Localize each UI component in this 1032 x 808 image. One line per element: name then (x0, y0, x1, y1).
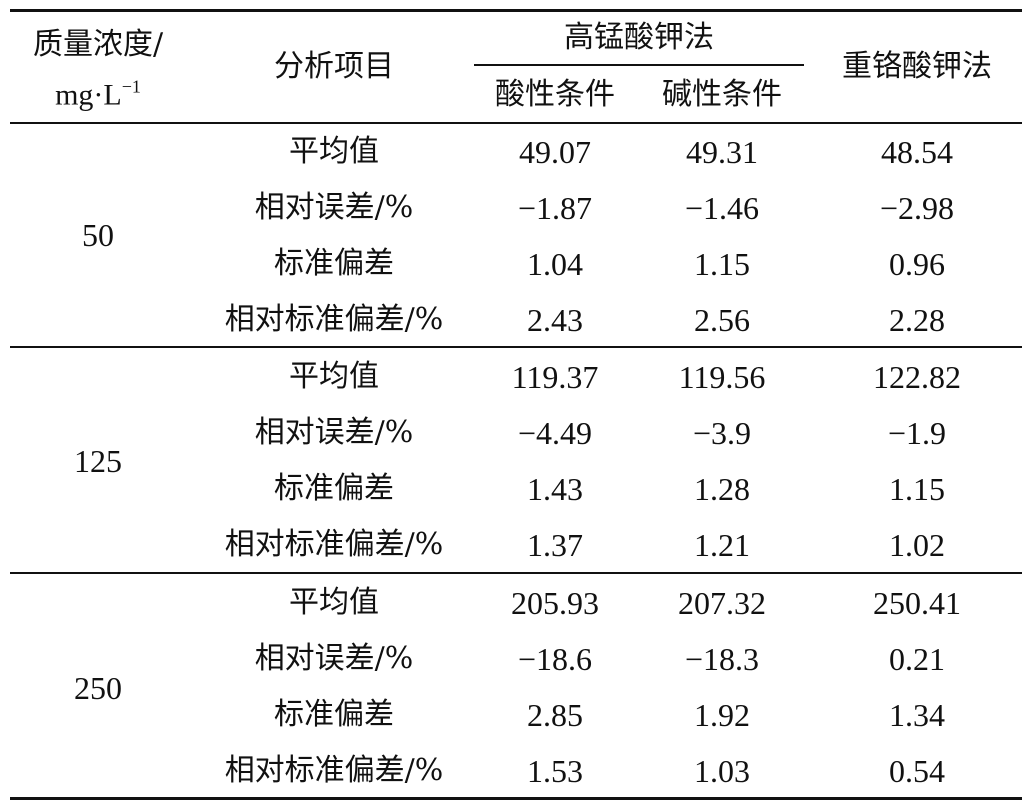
header-permanganate-method: 高锰酸钾法 (564, 20, 714, 55)
dichromate-value-cell: 122.82 (873, 359, 961, 395)
dichromate-value-cell: 0.21 (889, 641, 945, 677)
dichromate-value-cell: 1.15 (889, 471, 945, 507)
alkaline-value-cell: 1.15 (694, 246, 750, 282)
header-concentration-unit: mg·L−1 (55, 78, 141, 111)
acidic-value-cell: −18.6 (517, 641, 593, 677)
alkaline-value-cell: −1.46 (684, 190, 760, 226)
dichromate-value-cell: 48.54 (881, 134, 953, 170)
analysis-item-cell: 平均值 (289, 359, 379, 394)
alkaline-value-cell: 1.28 (694, 471, 750, 507)
unit-main: mg·L (55, 78, 122, 112)
header-acidic-condition: 酸性条件 (495, 77, 615, 112)
header-concentration-label: 质量浓度/ (32, 27, 164, 62)
analysis-item-cell: 平均值 (289, 134, 379, 169)
acidic-value-cell: −1.87 (517, 190, 593, 226)
alkaline-value-cell: 1.03 (694, 753, 750, 789)
dichromate-value-cell: 0.54 (889, 753, 945, 789)
concentration-cell: 250 (74, 670, 122, 706)
unit-exponent: −1 (121, 76, 141, 97)
dichromate-value-cell: 0.96 (889, 246, 945, 282)
alkaline-value-cell: −18.3 (684, 641, 760, 677)
dichromate-value-cell: −1.9 (887, 415, 947, 451)
method-span-rule (474, 64, 804, 66)
alkaline-value-cell: −3.9 (692, 415, 752, 451)
analysis-item-cell: 相对标准偏差/% (224, 302, 444, 337)
acidic-value-cell: 119.37 (511, 359, 599, 395)
alkaline-value-cell: 2.56 (694, 302, 750, 338)
dichromate-value-cell: 250.41 (873, 585, 961, 621)
analysis-item-cell: 标准偏差 (274, 697, 394, 732)
alkaline-value-cell: 119.56 (678, 359, 766, 395)
header-analysis-item: 分析项目 (274, 49, 394, 84)
acidic-value-cell: 1.37 (527, 527, 583, 563)
group-divider-rule (10, 346, 1022, 348)
acidic-value-cell: 2.43 (527, 302, 583, 338)
acidic-value-cell: 1.53 (527, 753, 583, 789)
concentration-cell: 125 (74, 443, 122, 479)
header-dichromate-method: 重铬酸钾法 (842, 49, 992, 84)
dichromate-value-cell: −2.98 (879, 190, 955, 226)
analysis-item-cell: 相对误差/% (254, 415, 414, 450)
dichromate-value-cell: 2.28 (889, 302, 945, 338)
header-bottom-rule (10, 122, 1022, 124)
concentration-cell: 50 (82, 217, 114, 253)
dichromate-value-cell: 1.34 (889, 697, 945, 733)
header-alkaline-condition: 碱性条件 (662, 77, 782, 112)
analysis-item-cell: 相对误差/% (254, 190, 414, 225)
acidic-value-cell: 1.04 (527, 246, 583, 282)
table-bottom-rule (10, 797, 1022, 800)
analysis-item-cell: 平均值 (289, 585, 379, 620)
analysis-item-cell: 相对标准偏差/% (224, 753, 444, 788)
analysis-item-cell: 标准偏差 (274, 471, 394, 506)
table-top-rule (10, 9, 1022, 12)
analysis-item-cell: 标准偏差 (274, 246, 394, 281)
acidic-value-cell: 49.07 (519, 134, 591, 170)
analysis-item-cell: 相对误差/% (254, 641, 414, 676)
acidic-value-cell: 1.43 (527, 471, 583, 507)
alkaline-value-cell: 1.21 (694, 527, 750, 563)
analysis-item-cell: 相对标准偏差/% (224, 527, 444, 562)
alkaline-value-cell: 1.92 (694, 697, 750, 733)
acidic-value-cell: 205.93 (511, 585, 599, 621)
alkaline-value-cell: 207.32 (678, 585, 766, 621)
dichromate-value-cell: 1.02 (889, 527, 945, 563)
group-divider-rule (10, 572, 1022, 574)
alkaline-value-cell: 49.31 (686, 134, 758, 170)
acidic-value-cell: 2.85 (527, 697, 583, 733)
acidic-value-cell: −4.49 (517, 415, 593, 451)
